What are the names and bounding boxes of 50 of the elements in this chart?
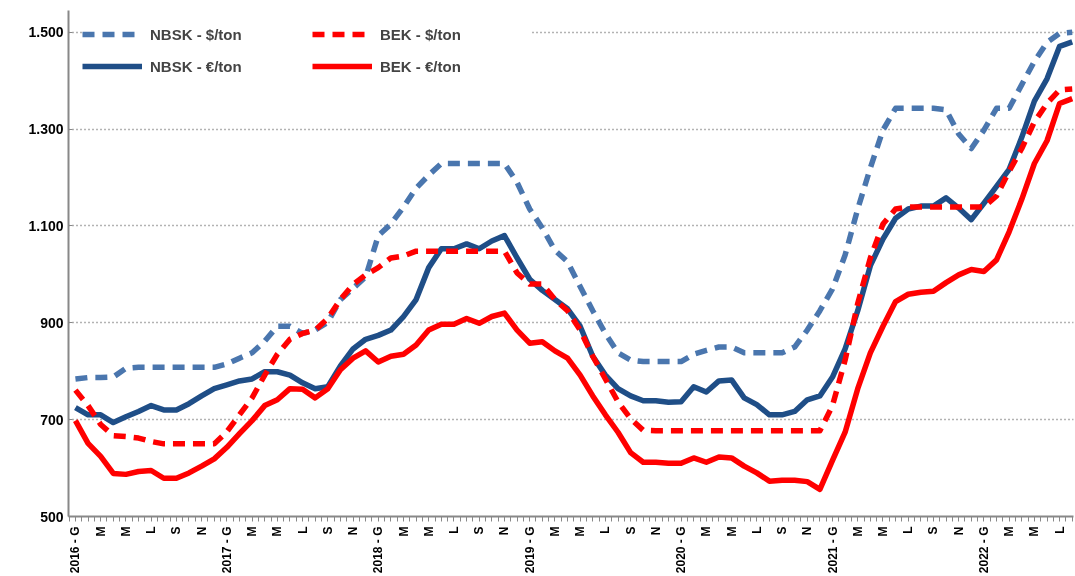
x-tick-label: S — [775, 526, 790, 535]
x-tick-label: 2016 - G — [68, 526, 83, 574]
y-tick-label: 500 — [40, 508, 64, 525]
x-tick-label: N — [648, 526, 663, 536]
x-tick-label: L — [1052, 526, 1067, 534]
x-tick-label: L — [598, 526, 613, 534]
x-tick-label: S — [169, 526, 184, 535]
x-tick-label: S — [472, 526, 487, 535]
x-tick-label: N — [497, 526, 512, 536]
x-tick-label: M — [875, 526, 890, 537]
x-tick-label: S — [623, 526, 638, 535]
x-tick-label: M — [1002, 526, 1017, 537]
y-tick-label: 700 — [40, 411, 64, 428]
x-tick-label: M — [724, 526, 739, 537]
x-tick-label: M — [547, 526, 562, 537]
legend-label: NBSK - €/ton — [150, 57, 243, 75]
legend-label: BEK - €/ton — [380, 57, 462, 75]
y-tick-label: 900 — [40, 314, 64, 331]
x-tick-label: 2018 - G — [371, 526, 386, 574]
x-tick-label: M — [245, 526, 260, 537]
x-tick-label: N — [800, 526, 815, 536]
x-tick-label: M — [573, 526, 588, 537]
x-tick-label: L — [446, 526, 461, 534]
x-tick-label: N — [951, 526, 966, 536]
x-tick-label: L — [144, 526, 159, 534]
legend-label: BEK - $/ton — [380, 25, 462, 43]
x-tick-label: 2020 - G — [674, 526, 689, 574]
x-tick-label: 2022 - G — [976, 526, 991, 574]
x-tick-label: M — [850, 526, 865, 537]
x-tick-label: S — [926, 526, 941, 535]
x-tick-label: L — [295, 526, 310, 534]
x-tick-label: M — [396, 526, 411, 537]
x-tick-label: M — [270, 526, 285, 537]
x-tick-label: N — [346, 526, 361, 536]
x-tick-label: M — [699, 526, 714, 537]
y-tick-label: 1.100 — [28, 217, 64, 234]
y-tick-label: 1.300 — [28, 121, 64, 138]
x-tick-label: N — [194, 526, 209, 536]
x-tick-label: M — [1027, 526, 1042, 537]
x-tick-label: 2017 - G — [219, 526, 234, 574]
legend-label: NBSK - $/ton — [150, 25, 243, 43]
x-tick-label: 2019 - G — [522, 526, 537, 574]
x-tick-label: L — [749, 526, 764, 534]
x-tick-label: 2021 - G — [825, 526, 840, 574]
x-tick-label: M — [93, 526, 108, 537]
y-tick-label: 1.500 — [28, 24, 64, 41]
x-tick-label: L — [901, 526, 916, 534]
x-tick-label: M — [118, 526, 133, 537]
x-tick-label: M — [421, 526, 436, 537]
x-tick-label: S — [320, 526, 335, 535]
